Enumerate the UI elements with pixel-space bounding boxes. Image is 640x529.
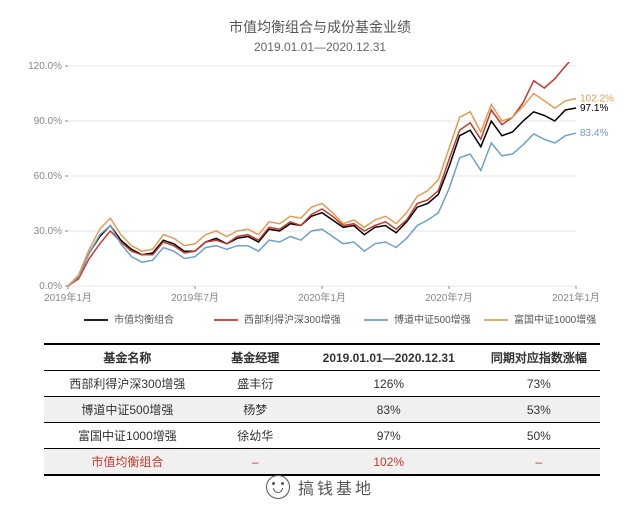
table-col-header: 2019.01.01—2020.12.31 — [300, 344, 478, 371]
chart-title-block: 市值均衡组合与成份基金业绩 2019.01.01—2020.12.31 — [0, 0, 640, 55]
chart-subtitle: 2019.01.01—2020.12.31 — [0, 39, 640, 55]
logo-icon — [266, 475, 290, 499]
table-cell: 73% — [478, 371, 600, 397]
table-cell: 102% — [300, 449, 478, 476]
table-cell: 83% — [300, 397, 478, 423]
y-tick-label: 120.0% — [28, 62, 62, 72]
y-tick-label: 90.0% — [34, 116, 62, 127]
table-cell: 博道中证500增强 — [44, 397, 211, 423]
table-cell: 53% — [478, 397, 600, 423]
performance-table-wrap: 基金名称基金经理2019.01.01—2020.12.31同期对应指数涨幅 西部… — [44, 343, 600, 476]
table-row: 博道中证500增强杨梦83%53% — [44, 397, 600, 423]
legend-label-xibu: 西部利得沪深300增强 — [244, 313, 341, 326]
table-cell: 徐幼华 — [211, 423, 300, 449]
table-header-row: 基金名称基金经理2019.01.01—2020.12.31同期对应指数涨幅 — [44, 344, 600, 371]
legend-label-balanced: 市值均衡组合 — [114, 313, 174, 326]
performance-table: 基金名称基金经理2019.01.01—2020.12.31同期对应指数涨幅 西部… — [44, 343, 600, 476]
table-cell: – — [478, 449, 600, 476]
table-col-header: 同期对应指数涨幅 — [478, 344, 600, 371]
chart-svg: 0.0% 30.0% 60.0% 90.0% 120.0% 2019年1月 2019年7月 2… — [24, 62, 624, 342]
table-cell: 富国中证1000增强 — [44, 423, 211, 449]
table-cell: 市值均衡组合 — [44, 449, 211, 476]
x-tick-label: 2020年1月 — [298, 291, 346, 304]
series-xibu — [68, 62, 576, 286]
table-cell: 97% — [300, 423, 478, 449]
table-row: 市值均衡组合–102%– — [44, 449, 600, 476]
y-tick-label: 60.0% — [34, 171, 62, 182]
chart-title: 市值均衡组合与成份基金业绩 — [0, 18, 640, 37]
table-cell: 杨梦 — [211, 397, 300, 423]
table-col-header: 基金经理 — [211, 344, 300, 371]
table-cell: – — [211, 449, 300, 476]
series-balanced — [68, 108, 576, 286]
table-col-header: 基金名称 — [44, 344, 211, 371]
table-cell: 126% — [300, 371, 478, 397]
legend-label-bodao: 博道中证500增强 — [394, 313, 471, 326]
y-tick-label: 0.0% — [39, 281, 62, 292]
x-tick-label: 2019年7月 — [171, 291, 219, 304]
x-tick-label: 2019年1月 — [44, 291, 92, 304]
table-cell: 西部利得沪深300增强 — [44, 371, 211, 397]
footer-text: 搞钱基地 — [298, 475, 374, 499]
x-tick-label: 2021年1月 — [552, 291, 600, 304]
table-row: 富国中证1000增强徐幼华97%50% — [44, 423, 600, 449]
table-cell: 50% — [478, 423, 600, 449]
y-tick-label: 30.0% — [34, 226, 62, 237]
table-cell: 盛丰衍 — [211, 371, 300, 397]
footer: 搞钱基地 — [0, 475, 640, 504]
table-body: 西部利得沪深300增强盛丰衍126%73%博道中证500增强杨梦83%53%富国… — [44, 371, 600, 476]
end-label-bodao: 83.4% — [580, 128, 608, 139]
line-chart: 0.0% 30.0% 60.0% 90.0% 120.0% 2019年1月 2019年7月 2… — [24, 62, 624, 305]
x-tick-label: 2020年7月 — [425, 291, 473, 304]
end-label-balanced: 97.1% — [580, 103, 608, 114]
page-root: 市值均衡组合与成份基金业绩 2019.01.01—2020.12.31 0.0%… — [0, 0, 640, 529]
legend-label-fuguo: 富国中证1000增强 — [514, 313, 596, 326]
end-label-xibu: 126.2% — [580, 62, 614, 63]
table-row: 西部利得沪深300增强盛丰衍126%73% — [44, 371, 600, 397]
